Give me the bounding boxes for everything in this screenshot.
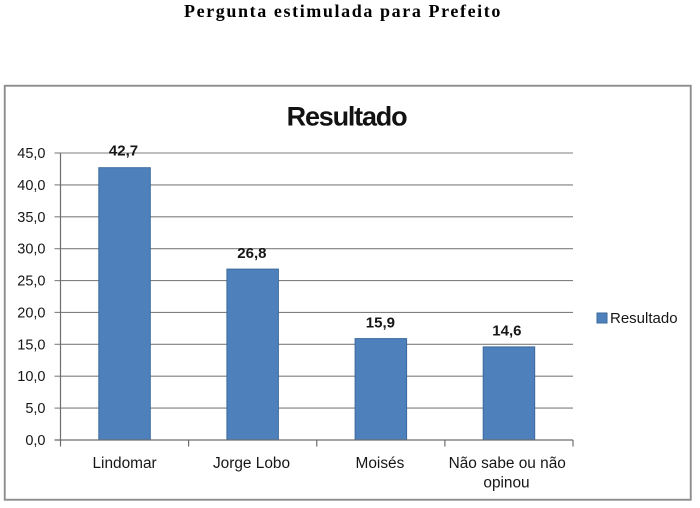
svg-text:35,0: 35,0 [17, 210, 45, 226]
svg-text:Pergunta estimulada para Prefe: Pergunta estimulada para Prefeito [184, 1, 502, 21]
svg-text:20,0: 20,0 [17, 305, 45, 321]
svg-text:Lindomar: Lindomar [93, 455, 157, 472]
svg-text:0,0: 0,0 [25, 433, 45, 449]
svg-text:Resultado: Resultado [287, 102, 407, 132]
svg-text:26,8: 26,8 [237, 245, 266, 262]
svg-text:5,0: 5,0 [25, 401, 45, 417]
svg-text:10,0: 10,0 [17, 369, 45, 385]
svg-text:42,7: 42,7 [109, 143, 138, 160]
svg-text:Moisés: Moisés [356, 455, 405, 472]
svg-text:15,9: 15,9 [366, 314, 395, 331]
svg-text:45,0: 45,0 [17, 146, 45, 162]
svg-text:Não sabe ou não: Não sabe ou não [449, 455, 566, 472]
svg-text:40,0: 40,0 [17, 178, 45, 194]
svg-text:Resultado: Resultado [610, 310, 678, 327]
svg-text:14,6: 14,6 [492, 323, 521, 340]
svg-text:opinou: opinou [483, 475, 529, 492]
svg-text:Jorge Lobo: Jorge Lobo [213, 455, 290, 472]
svg-text:25,0: 25,0 [17, 274, 45, 290]
svg-text:15,0: 15,0 [17, 337, 45, 353]
svg-text:30,0: 30,0 [17, 242, 45, 258]
